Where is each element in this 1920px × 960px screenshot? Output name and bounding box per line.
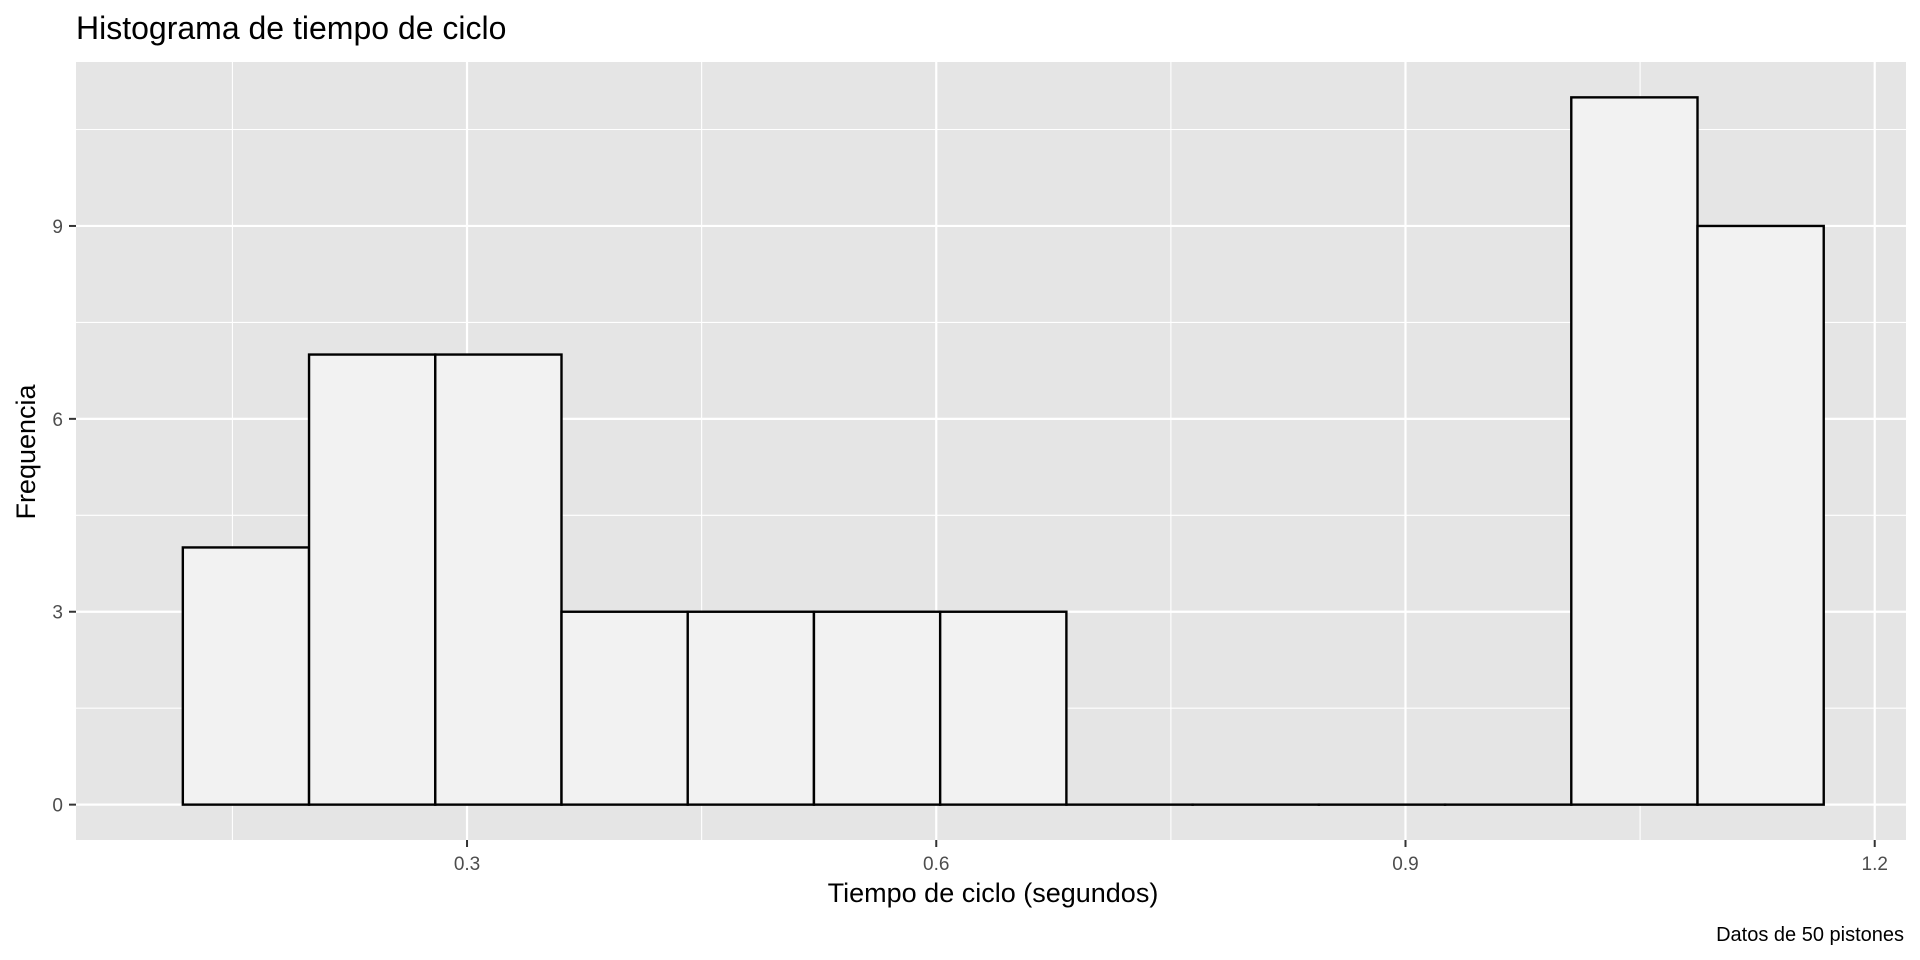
- histogram-bar: [812, 610, 942, 806]
- histogram-bar: [181, 546, 311, 806]
- x-tick-label: 0.3: [454, 854, 480, 875]
- y-tick-label: 6: [52, 410, 63, 431]
- chart-title: Histograma de tiempo de ciclo: [76, 10, 506, 46]
- x-tick-label: 0.6: [923, 854, 949, 875]
- x-tick-label: 1.2: [1862, 854, 1888, 875]
- axis-tick-labels: 0.3 0.6 0.9 1.2 0 3 6 9: [52, 217, 1888, 875]
- histogram-bar: [434, 353, 563, 806]
- y-tick-label: 0: [52, 796, 63, 817]
- histogram-bar: [307, 353, 437, 806]
- chart-caption: Datos de 50 pistones: [1716, 924, 1904, 946]
- x-tick-label: 0.9: [1392, 854, 1418, 875]
- histogram-bar: [686, 610, 816, 806]
- y-tick-label: 9: [52, 217, 63, 238]
- histogram-bar: [560, 610, 689, 806]
- axis-ticks: [69, 224, 1876, 847]
- y-axis-title: Frequencia: [11, 383, 41, 519]
- histogram-bar: [1696, 224, 1825, 806]
- y-tick-label: 3: [52, 603, 63, 624]
- histogram-bar: [1570, 96, 1699, 806]
- x-axis-title: Tiempo de ciclo (segundos): [828, 878, 1159, 908]
- histogram-bars: [181, 96, 1825, 806]
- histogram-bar: [938, 610, 1068, 806]
